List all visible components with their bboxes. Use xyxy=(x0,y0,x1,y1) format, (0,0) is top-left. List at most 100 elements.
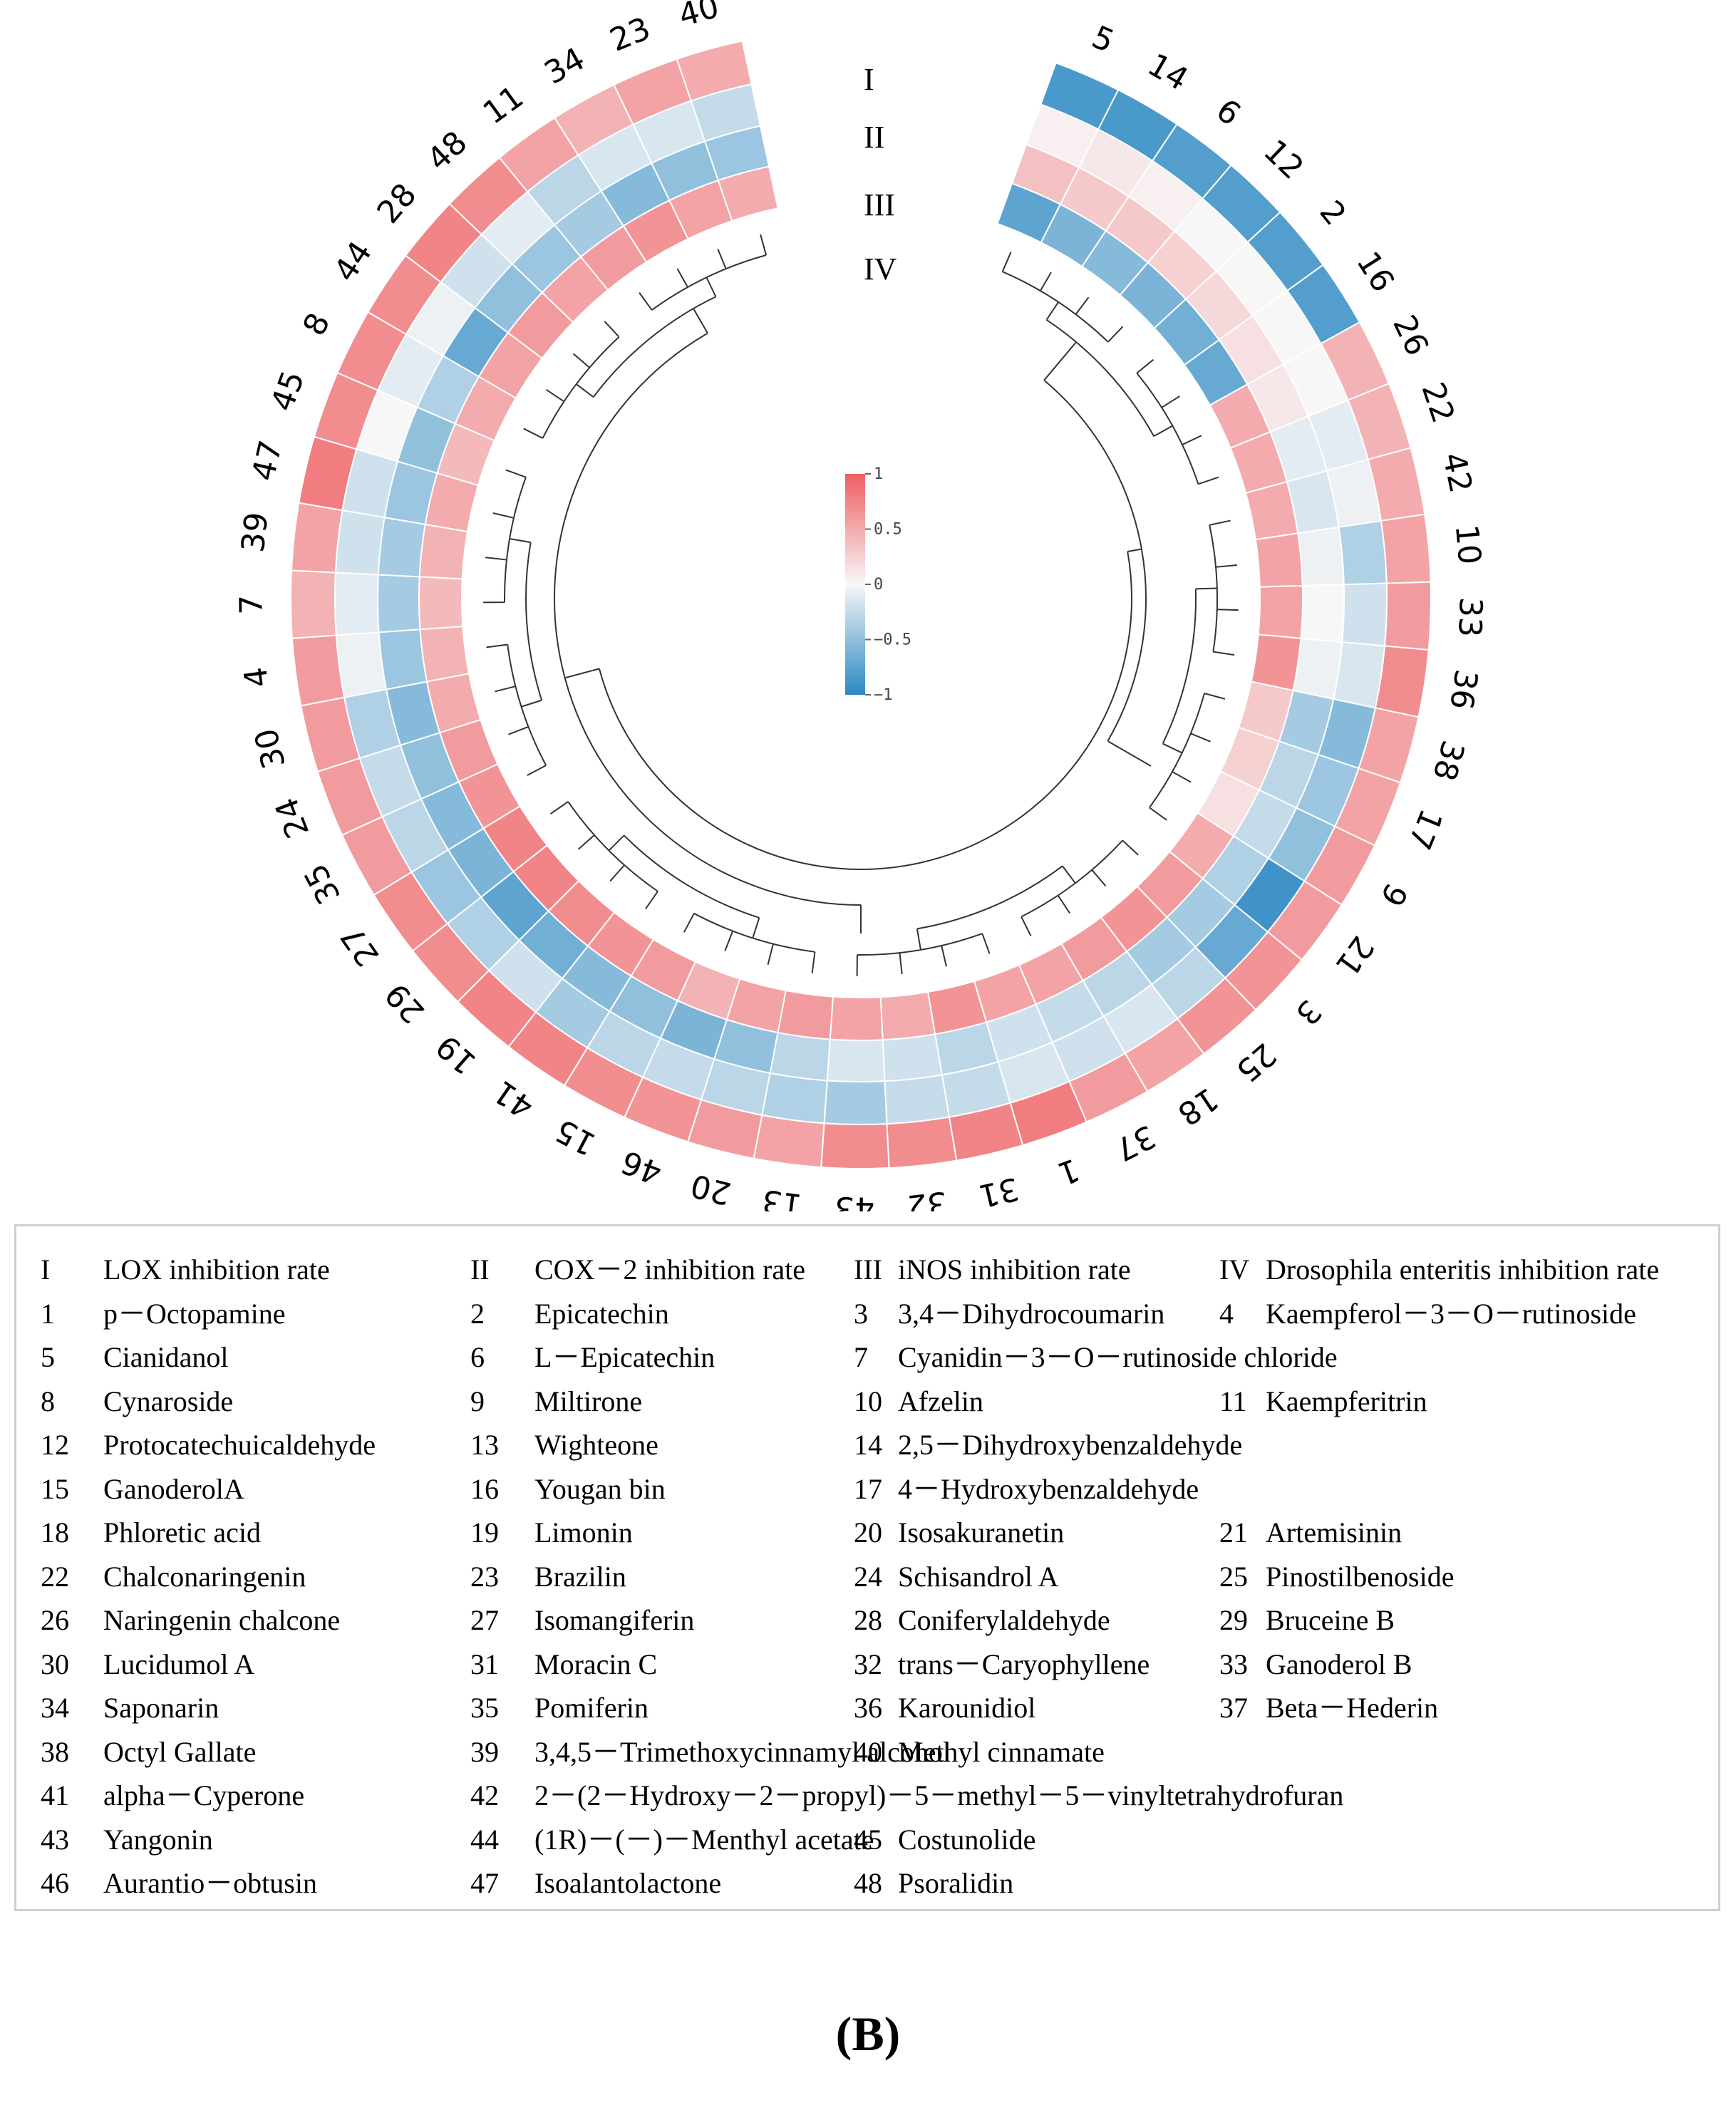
legend-label: Yangonin xyxy=(103,1823,213,1856)
legend-label: 2,5－Dihydroxybenzaldehyde xyxy=(898,1429,1243,1461)
sector-label-43: 43 xyxy=(835,1189,875,1211)
sector-label-39: 39 xyxy=(235,510,276,554)
legend-key: 1 xyxy=(41,1297,55,1330)
ring-label-IV: IV xyxy=(864,252,897,286)
legend-key: 27 xyxy=(470,1604,499,1636)
legend-label: 2－(2－Hydroxy－2－propyl)－5－methyl－5－vinylt… xyxy=(534,1779,1344,1811)
legend-key: 7 xyxy=(854,1341,868,1373)
sector-label-14: 14 xyxy=(1142,46,1194,98)
heatmap-cell-10-I xyxy=(1380,513,1432,584)
heatmap-cell-32-I xyxy=(886,1116,958,1169)
legend-key: 8 xyxy=(41,1385,55,1417)
legend-key: 12 xyxy=(41,1429,69,1461)
sector-label-40: 40 xyxy=(675,0,723,34)
legend-key: 48 xyxy=(854,1867,882,1899)
legend-label: Saponarin xyxy=(103,1692,219,1724)
legend-key: 10 xyxy=(854,1385,882,1417)
legend-key: 45 xyxy=(854,1823,882,1856)
sector-label-48: 48 xyxy=(420,124,475,177)
dendrogram xyxy=(483,234,1239,976)
sector-label-45: 45 xyxy=(264,366,312,416)
legend-label: Coniferylaldehyde xyxy=(898,1604,1110,1636)
sector-label-46: 46 xyxy=(616,1143,667,1191)
sector-label-25: 25 xyxy=(1229,1035,1283,1089)
legend-label: Moracin C xyxy=(534,1648,658,1680)
sector-label-44: 44 xyxy=(327,235,379,289)
legend-row: 26 Naringenin chalcone 27 Isomangiferin 28 Co… xyxy=(16,1598,1718,1642)
legend-row: 5 Cianidanol 6 L－Epicatechin 7 Cyanidin－3－O－r… xyxy=(16,1335,1718,1379)
sector-label-31: 31 xyxy=(975,1170,1022,1211)
heatmap-cell-33-I xyxy=(1383,581,1432,651)
sector-label-1: 1 xyxy=(1053,1151,1084,1191)
legend-label: (1R)－(－)－Menthyl acetate xyxy=(534,1823,874,1856)
heatmap-cell-43-I xyxy=(820,1122,890,1169)
legend-key: 17 xyxy=(854,1472,882,1505)
legend-label: Yougan bin xyxy=(534,1472,666,1505)
legend-row: 43 Yangonin 44 (1R)－(－)－Menthyl acetate 45 Co… xyxy=(16,1818,1718,1861)
legend-key: 40 xyxy=(854,1735,882,1768)
sector-label-27: 27 xyxy=(334,919,387,973)
heatmap-cell-43-IV xyxy=(829,996,884,1041)
colorbar-gradient xyxy=(845,474,865,695)
legend-label: GanoderolA xyxy=(103,1472,244,1505)
legend-label: iNOS inhibition rate xyxy=(898,1253,1131,1286)
heatmap-cell-10-III xyxy=(1297,526,1345,586)
sector-label-24: 24 xyxy=(268,792,316,843)
sector-label-11: 11 xyxy=(477,78,530,131)
legend-box: I LOX inhibition rate II COX－2 inhibition r… xyxy=(14,1224,1720,1911)
heatmap-cell-7-III xyxy=(377,574,421,634)
sector-label-17: 17 xyxy=(1400,804,1449,854)
heatmap-cell-36-IV xyxy=(1250,634,1302,692)
sector-label-22: 22 xyxy=(1414,378,1461,427)
legend-label: Naringenin chalcone xyxy=(103,1604,341,1636)
legend-label: Phloretic acid xyxy=(103,1516,262,1548)
heatmap-cell-10-IV xyxy=(1254,532,1303,588)
colorbar-tick-label: −1 xyxy=(874,686,893,704)
heatmap-cell-4-III xyxy=(378,629,428,691)
legend-label: Drosophila enteritis inhibition rate xyxy=(1266,1253,1660,1286)
sector-label-38: 38 xyxy=(1425,737,1471,785)
legend-key: 13 xyxy=(470,1429,499,1461)
legend-key: 46 xyxy=(41,1867,69,1899)
legend-row: I LOX inhibition rate II COX－2 inhibition r… xyxy=(16,1248,1718,1291)
sector-label-2: 2 xyxy=(1313,194,1353,232)
legend-label: Pomiferin xyxy=(534,1692,649,1724)
legend-label: Methyl cinnamate xyxy=(898,1735,1105,1768)
sector-label-13: 13 xyxy=(760,1182,805,1211)
legend-key: II xyxy=(470,1253,490,1286)
colorbar: 1 0.5 0 −0.5 −1 xyxy=(845,465,911,704)
sector-label-35: 35 xyxy=(297,858,348,910)
legend-key: 47 xyxy=(470,1867,499,1899)
heatmap-cell-7-II xyxy=(334,572,380,636)
sector-label-20: 20 xyxy=(687,1167,735,1211)
sector-label-16: 16 xyxy=(1349,245,1401,299)
legend-label: Isomangiferin xyxy=(534,1604,695,1636)
sector-label-12: 12 xyxy=(1256,133,1311,187)
heatmap-cell-13-II xyxy=(761,1072,828,1124)
legend-label: Ganoderol B xyxy=(1266,1648,1412,1680)
legend-label: Cynaroside xyxy=(103,1385,234,1417)
legend-row: 41 alpha－Cyperone 42 2－(2－Hydroxy－2－propyl)… xyxy=(16,1774,1718,1817)
legend-label: Schisandrol A xyxy=(898,1560,1059,1593)
sector-label-8: 8 xyxy=(296,307,337,341)
sector-label-32: 32 xyxy=(905,1184,949,1211)
sector-label-23: 23 xyxy=(605,10,656,58)
ring-label-III: III xyxy=(864,187,895,222)
sector-label-4: 4 xyxy=(237,665,276,689)
legend-key: 34 xyxy=(41,1692,69,1724)
heatmap-cell-33-II xyxy=(1341,582,1388,647)
legend-row: 30 Lucidumol A 31 Moracin C 32 trans－Caryophy… xyxy=(16,1643,1718,1686)
legend-key: 9 xyxy=(470,1385,485,1417)
legend-key: 25 xyxy=(1219,1560,1248,1593)
legend-key: 43 xyxy=(41,1823,69,1856)
sector-label-28: 28 xyxy=(370,177,423,231)
legend-key: 15 xyxy=(41,1472,69,1505)
legend-key: 30 xyxy=(41,1648,69,1680)
sector-label-42: 42 xyxy=(1435,450,1479,496)
ring-label-I: I xyxy=(864,62,874,97)
legend-label: Artemisinin xyxy=(1266,1516,1402,1548)
legend-key: 22 xyxy=(41,1560,69,1593)
legend-key: 28 xyxy=(854,1604,882,1636)
sector-label-18: 18 xyxy=(1172,1080,1225,1132)
heatmap-cell-39-I xyxy=(290,502,343,574)
